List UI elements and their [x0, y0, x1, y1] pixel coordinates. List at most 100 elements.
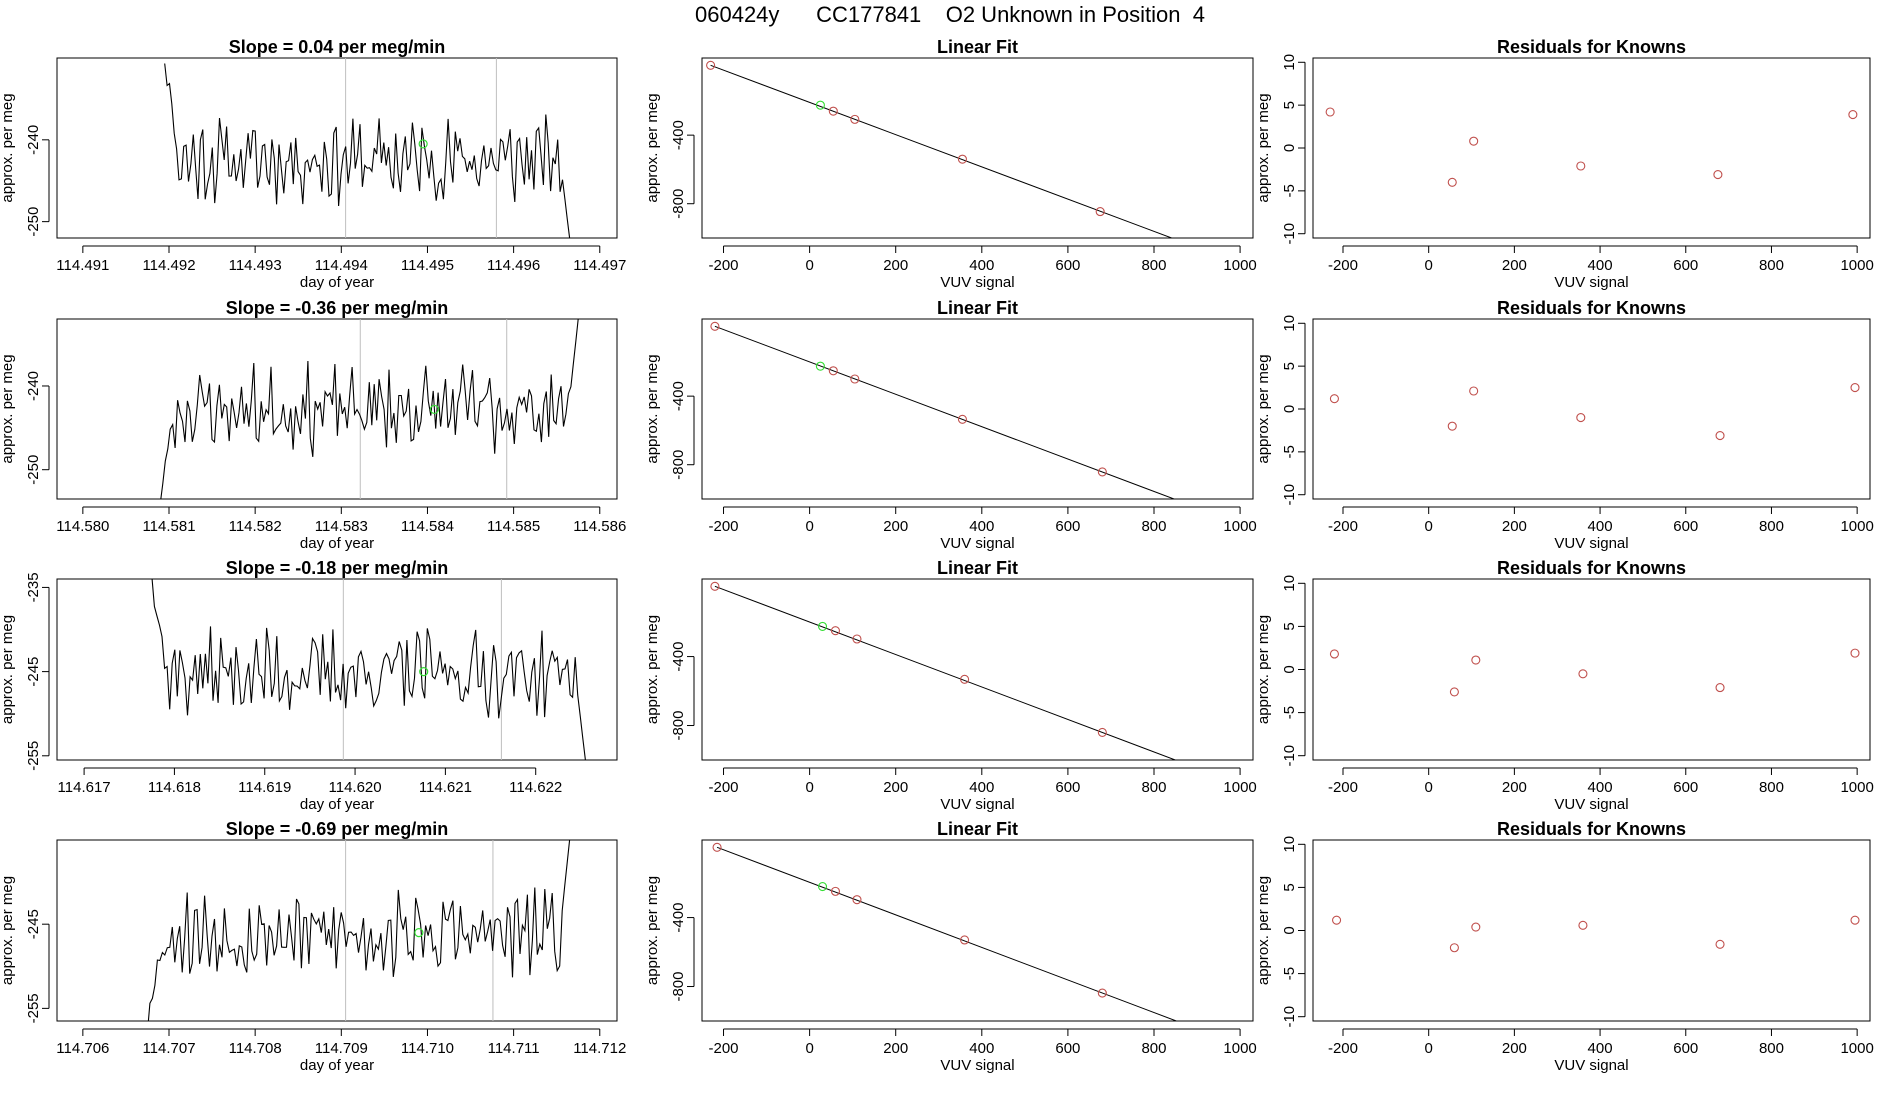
- y-axis-label: approx. per meg: [644, 93, 661, 202]
- plot-area: [712, 842, 1178, 1021]
- plot-frame: [701, 318, 1254, 500]
- y-tick-label: 10: [1281, 575, 1298, 592]
- x-tick-label: 600: [1673, 1040, 1698, 1057]
- x-axis-label: VUV signal: [940, 535, 1014, 552]
- unknown-point: [815, 361, 825, 371]
- x-tick-label: 0: [1425, 257, 1433, 274]
- x-tick-label: 114.586: [573, 518, 626, 535]
- x-tick-label: 114.617: [58, 779, 111, 796]
- panel-title: Residuals for Knowns: [1497, 37, 1686, 57]
- known-point: [960, 674, 970, 684]
- x-tick-label: 114.582: [229, 518, 282, 535]
- y-axis-label: approx. per meg: [1255, 876, 1272, 985]
- x-tick-label: 114.580: [56, 518, 109, 535]
- x-axis-label: VUV signal: [940, 796, 1014, 813]
- x-tick-label: 400: [969, 518, 994, 535]
- y-axis-label: approx. per meg: [1255, 93, 1272, 202]
- unknown-marker: [418, 139, 428, 149]
- y-tick-label: -400: [670, 120, 687, 150]
- x-axis-label: day of year: [300, 1057, 374, 1074]
- x-tick-label: 114.708: [229, 1040, 282, 1057]
- x-tick-label: 0: [1425, 518, 1433, 535]
- known-point: [710, 581, 720, 591]
- plot-area: [1329, 648, 1860, 697]
- known-point: [1850, 383, 1860, 393]
- panel-11: Residuals for Knowns-200 0 200 400 600 800 100…: [1255, 819, 1874, 1074]
- y-tick-label: 5: [1281, 362, 1298, 370]
- y-tick-label: -800: [670, 972, 687, 1002]
- fit-line: [710, 64, 1174, 238]
- x-tick-label: 114.497: [573, 257, 626, 274]
- x-tick-label: 1000: [1840, 518, 1873, 535]
- x-tick-label: 1000: [1223, 257, 1256, 274]
- y-tick-label: -245: [25, 909, 42, 939]
- y-tick-label: -240: [25, 125, 42, 155]
- x-tick-label: 200: [1502, 518, 1527, 535]
- y-tick-label: 0: [1281, 665, 1298, 673]
- known-point: [1471, 655, 1481, 665]
- y-axis-label: approx. per meg: [644, 354, 661, 463]
- x-axis-label: day of year: [300, 796, 374, 813]
- x-tick-label: 114.584: [401, 518, 454, 535]
- x-tick-label: 800: [1141, 257, 1166, 274]
- panel-6: Linear Fit -200 0 200 400 600 800 1000 VUV signa…: [644, 558, 1257, 813]
- x-tick-label: 200: [883, 518, 908, 535]
- panel-title: Slope = -0.36 per meg/min: [226, 298, 449, 318]
- x-tick-label: 114.711: [488, 1040, 540, 1057]
- panel-3: Slope = -0.69 per meg/min 114.706 114.707 1…: [0, 819, 626, 1074]
- known-point: [1471, 922, 1481, 932]
- known-point: [1097, 727, 1107, 737]
- x-tick-label: 800: [1759, 779, 1784, 796]
- known-point: [1329, 649, 1339, 659]
- x-tick-label: 600: [1673, 257, 1698, 274]
- known-point: [1578, 920, 1588, 930]
- panel-title: Slope = -0.69 per meg/min: [226, 819, 449, 839]
- x-tick-label: 1000: [1840, 1040, 1873, 1057]
- plot-frame: [1312, 57, 1871, 239]
- series-line: [164, 63, 571, 238]
- x-tick-label: 800: [1141, 779, 1166, 796]
- known-point: [1469, 136, 1479, 146]
- known-point: [1332, 915, 1342, 925]
- x-tick-label: 400: [969, 779, 994, 796]
- plot-area: [147, 840, 571, 1021]
- x-tick-label: -200: [1328, 518, 1358, 535]
- plot-area: [706, 60, 1174, 238]
- x-tick-label: -200: [709, 779, 739, 796]
- x-tick-label: 400: [969, 1040, 994, 1057]
- x-tick-label: 1000: [1840, 257, 1873, 274]
- y-tick-label: 5: [1281, 101, 1298, 109]
- known-point: [710, 321, 720, 331]
- y-axis-label: approx. per meg: [0, 615, 16, 724]
- x-tick-label: 400: [969, 257, 994, 274]
- known-point: [1329, 394, 1339, 404]
- y-tick-label: 5: [1281, 883, 1298, 891]
- figure-title: 060424y CC177841 O2 Unknown in Position …: [695, 2, 1205, 27]
- y-tick-label: -235: [25, 572, 42, 602]
- plot-frame: [1312, 318, 1871, 500]
- known-point: [828, 106, 838, 116]
- plot-frame: [56, 318, 618, 500]
- x-tick-label: 114.620: [329, 779, 382, 796]
- known-point: [1469, 386, 1479, 396]
- plot-frame: [1312, 578, 1871, 761]
- x-tick-label: 114.583: [315, 518, 368, 535]
- x-tick-label: 400: [1588, 518, 1613, 535]
- y-tick-label: -245: [25, 657, 42, 687]
- x-tick-label: 0: [805, 518, 813, 535]
- y-tick-label: -255: [25, 741, 42, 771]
- y-axis-label: approx. per meg: [644, 615, 661, 724]
- x-tick-label: 800: [1141, 1040, 1166, 1057]
- panel-4: Linear Fit -200 0 200 400 600 800 1000 VUV signa…: [644, 37, 1257, 291]
- x-tick-label: 0: [805, 779, 813, 796]
- plot-area: [160, 319, 579, 499]
- y-tick-label: -800: [670, 711, 687, 741]
- panel-title: Linear Fit: [937, 819, 1018, 839]
- y-tick-label: -10: [1281, 223, 1298, 245]
- x-tick-label: 0: [805, 257, 813, 274]
- plot-area: [710, 321, 1176, 499]
- series-line: [147, 840, 571, 1021]
- x-tick-label: 800: [1141, 518, 1166, 535]
- panel-title: Residuals for Knowns: [1497, 298, 1686, 318]
